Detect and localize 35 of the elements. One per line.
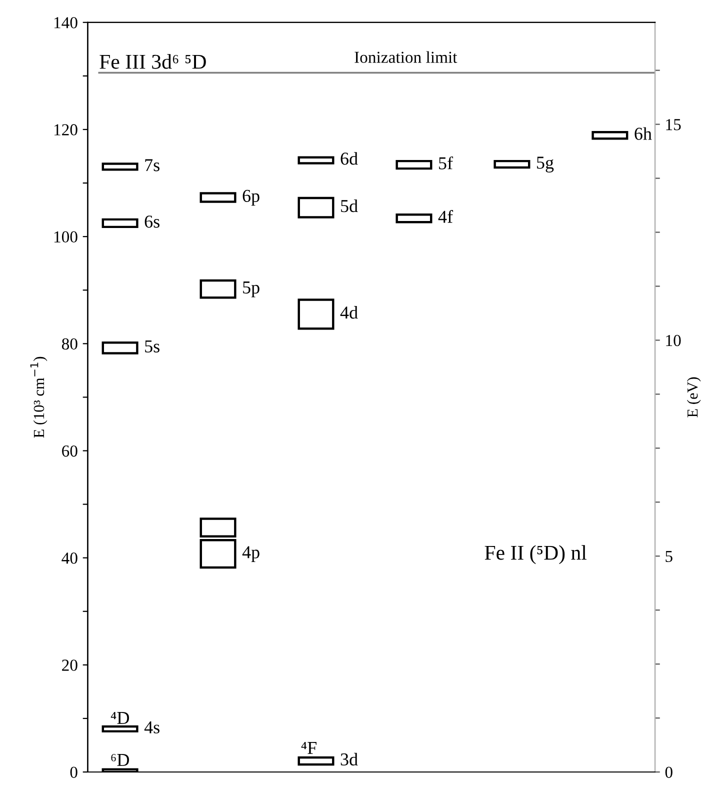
y2-tick-label: 5: [666, 550, 672, 562]
series-label: 4d: [340, 306, 358, 319]
series-label: 5p: [243, 282, 260, 298]
series-label: 5g: [537, 156, 554, 172]
y-tick-label: 20: [62, 660, 78, 671]
y-tick-label: 100: [54, 231, 78, 243]
series-label: 6h: [634, 127, 652, 140]
y2-axis-title: E (eV): [686, 377, 701, 418]
annotation: ⁶D: [111, 754, 129, 766]
annotation: Fe II (⁵D) nl: [484, 545, 587, 564]
y-tick-label: 0: [70, 766, 78, 778]
series-label: 5d: [341, 199, 358, 212]
y2-tick-label: 0: [665, 766, 672, 778]
series-label: 4s: [144, 721, 160, 734]
series-label: 7s: [145, 159, 160, 172]
series-label: 6s: [144, 216, 160, 228]
series-label: 6p: [242, 190, 260, 206]
y2-tick-label: 15: [666, 119, 681, 130]
annotation: ⁴F: [301, 742, 316, 754]
annotation: ⁴D: [110, 712, 129, 724]
series-label: 5s: [145, 340, 160, 352]
y-axis-title: E (10³ cm$^{−1}$): [30, 356, 48, 438]
annotation: Fe III 3d⁶ ⁵D: [100, 54, 206, 69]
series-label: 3d: [340, 752, 358, 766]
series-label: 5f: [439, 156, 454, 170]
y-tick-label: 120: [54, 124, 78, 136]
y-tick-label: 140: [54, 17, 78, 28]
y-tick-label: 40: [62, 552, 78, 564]
y-tick-label: 80: [62, 338, 78, 350]
series-label: 4p: [242, 546, 260, 562]
series-label: 4f: [438, 210, 454, 223]
ref-line-label: Ionization limit: [354, 51, 458, 63]
y2-tick-label: 10: [666, 334, 681, 346]
series-label: 6d: [340, 152, 358, 165]
y-tick-label: 60: [62, 445, 78, 457]
